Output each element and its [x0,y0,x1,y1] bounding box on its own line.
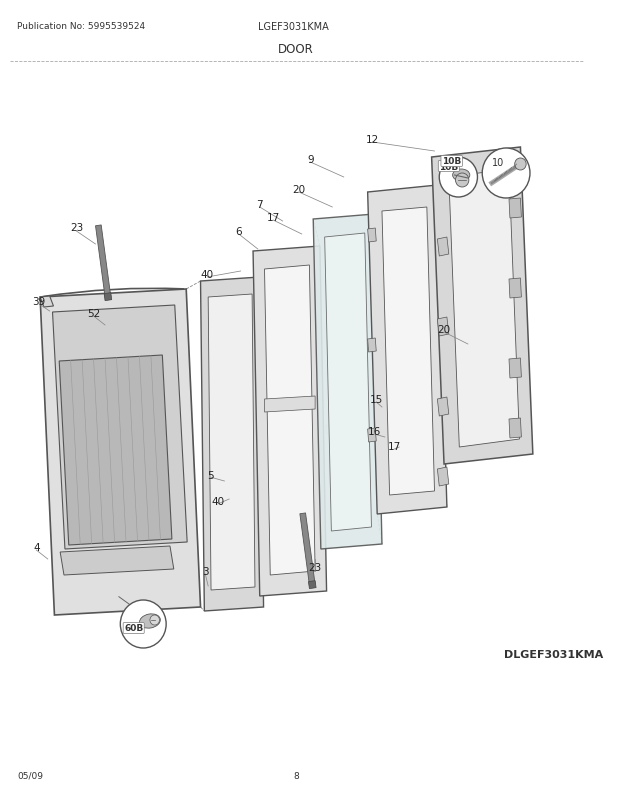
Polygon shape [368,186,447,514]
Polygon shape [437,318,449,337]
Text: 17: 17 [267,213,280,223]
Polygon shape [313,215,382,549]
Polygon shape [368,229,376,243]
Polygon shape [95,225,111,298]
Text: 39: 39 [32,297,46,306]
Text: 23: 23 [70,223,83,233]
Polygon shape [368,428,376,443]
Text: 15: 15 [370,395,383,404]
Text: Publication No: 5995539524: Publication No: 5995539524 [17,22,145,31]
Circle shape [150,615,159,626]
Polygon shape [449,170,520,448]
Text: 60B: 60B [124,624,143,633]
Text: 12: 12 [366,135,379,145]
Polygon shape [60,546,174,575]
Polygon shape [40,297,53,308]
Polygon shape [104,294,112,302]
Text: 40: 40 [211,496,224,506]
Polygon shape [432,148,533,464]
Text: 3: 3 [202,566,208,577]
Text: 7: 7 [257,200,263,210]
Polygon shape [325,233,371,532]
Polygon shape [509,358,521,379]
Text: 17: 17 [388,441,401,452]
Text: 10B: 10B [439,162,458,172]
Polygon shape [437,468,449,486]
Polygon shape [368,338,376,353]
Text: 10B: 10B [442,157,461,166]
Polygon shape [509,199,521,219]
Ellipse shape [140,614,161,629]
Text: 8: 8 [293,771,299,780]
Polygon shape [308,581,316,589]
Text: 23: 23 [309,562,322,573]
Text: 10: 10 [492,158,505,168]
Polygon shape [300,513,315,585]
Polygon shape [53,306,187,549]
Text: 16: 16 [368,427,381,436]
Circle shape [482,149,530,199]
Polygon shape [509,278,521,298]
Text: 5: 5 [206,471,213,480]
Text: 20: 20 [292,184,306,195]
Ellipse shape [453,170,470,182]
Text: LGEF3031KMA: LGEF3031KMA [258,22,329,32]
Text: 9: 9 [307,155,314,164]
Polygon shape [208,294,255,590]
Polygon shape [265,265,315,575]
Polygon shape [437,398,449,416]
Circle shape [515,159,526,171]
Text: DLGEF3031KMA: DLGEF3031KMA [504,649,603,659]
Polygon shape [40,290,200,615]
Polygon shape [382,208,435,496]
Text: DOOR: DOOR [278,43,314,56]
Polygon shape [437,237,449,257]
Text: 20: 20 [438,325,451,334]
Text: 40: 40 [201,269,214,280]
Polygon shape [200,277,264,611]
Text: 05/09: 05/09 [17,771,43,780]
Polygon shape [509,419,521,439]
Circle shape [439,158,477,198]
Text: 52: 52 [87,309,100,318]
Text: 4: 4 [33,542,40,553]
Circle shape [456,174,469,188]
Text: 6: 6 [236,227,242,237]
Polygon shape [59,355,172,545]
Polygon shape [253,247,327,596]
Text: aReplacementParts.com: aReplacementParts.com [202,423,371,436]
Polygon shape [265,396,315,412]
Circle shape [120,600,166,648]
